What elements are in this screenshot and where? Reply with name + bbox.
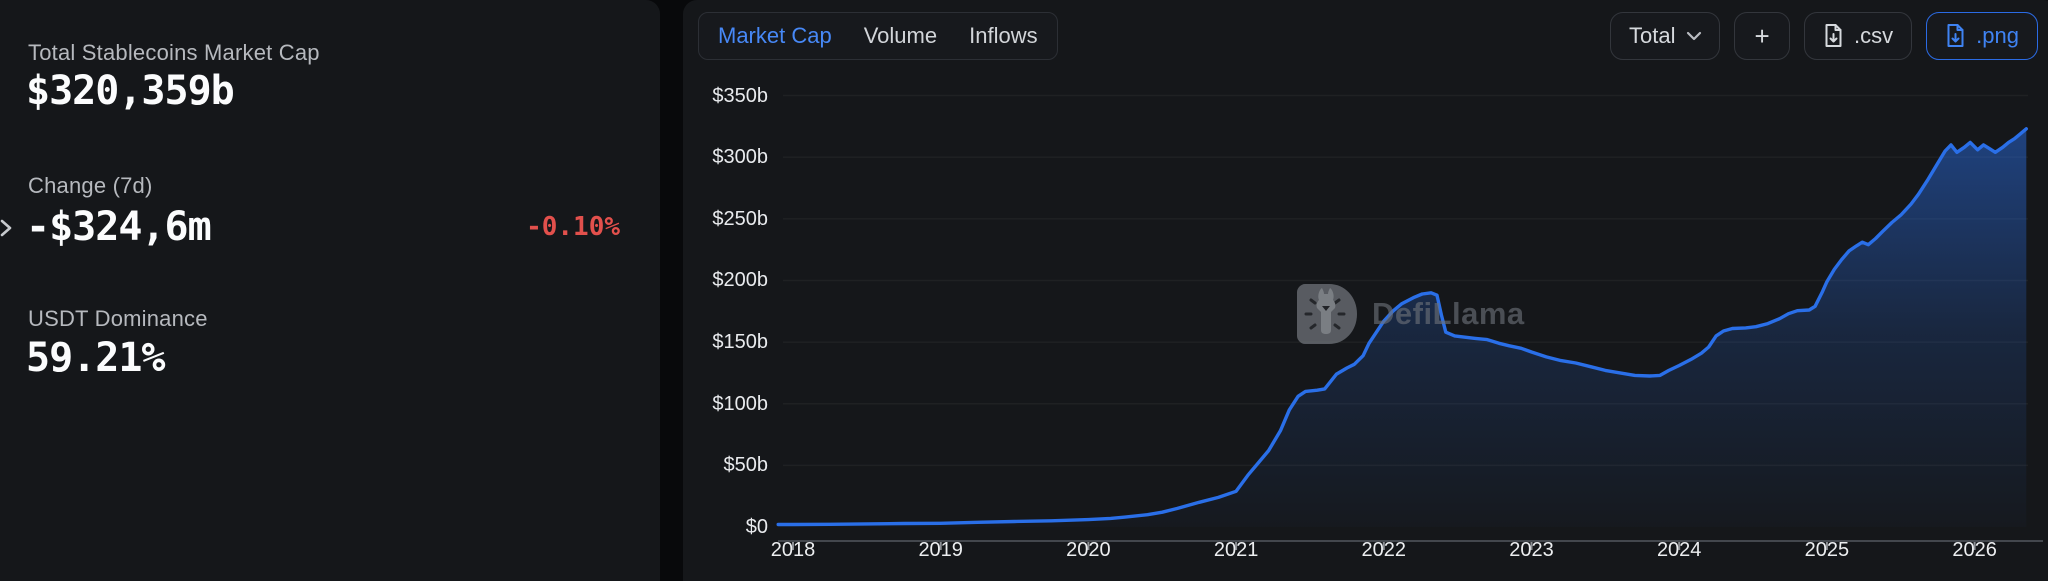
y-axis-label: $300b (712, 146, 768, 169)
defillama-watermark: DefiLlama (1295, 282, 1525, 346)
plus-icon: + (1754, 20, 1770, 51)
chart-controls: Total + .csv .png (1610, 12, 2038, 60)
chevron-right-icon[interactable] (0, 218, 16, 238)
market-cap-chart[interactable]: $0 $50b $100b $150b $200b $250b $300b $350b 2018… (683, 0, 2048, 581)
chart-tab-group: Market Cap Volume Inflows (698, 12, 1058, 60)
file-download-icon (1947, 24, 1964, 47)
usdt-dominance-label: USDT Dominance (28, 306, 208, 331)
chart-header: Market Cap Volume Inflows Total + .csv (698, 12, 2038, 60)
chevron-down-icon (1686, 31, 1701, 41)
change-7d-percent: -0.10% (526, 212, 620, 242)
y-axis-label: $150b (712, 331, 768, 354)
png-button-label: .png (1976, 23, 2019, 48)
x-axis-label: 2021 (1213, 539, 1259, 561)
x-axis-label: 2022 (1361, 539, 1407, 561)
y-axis-label: $350b (712, 84, 768, 107)
file-download-icon (1825, 24, 1842, 47)
y-axis-label: $0 (745, 516, 768, 538)
x-axis-label: 2025 (1804, 539, 1850, 561)
x-axis-label: 2018 (770, 539, 816, 561)
x-axis-label: 2024 (1656, 539, 1702, 561)
area-chart-canvas (776, 94, 2043, 550)
stats-panel: Total Stablecoins Market Cap $320,359b C… (0, 0, 660, 581)
tab-market-cap[interactable]: Market Cap (718, 23, 832, 48)
download-csv-button[interactable]: .csv (1804, 12, 1913, 60)
csv-button-label: .csv (1854, 23, 1894, 48)
usdt-dominance-value: 59.21% (26, 335, 165, 381)
y-axis-label: $50b (723, 454, 769, 477)
x-axis-label: 2020 (1066, 539, 1111, 561)
x-axis-label: 2026 (1952, 539, 1997, 561)
y-axis-label: $100b (712, 392, 768, 415)
tab-inflows[interactable]: Inflows (969, 23, 1038, 48)
add-chart-button[interactable]: + (1734, 12, 1791, 60)
total-marketcap-value: $320,359b (26, 68, 235, 114)
x-axis-label: 2023 (1509, 539, 1554, 561)
change-7d-value: -$324,6m (26, 204, 212, 250)
tab-volume[interactable]: Volume (863, 23, 938, 48)
total-marketcap-label: Total Stablecoins Market Cap (28, 40, 320, 65)
total-dropdown[interactable]: Total (1610, 12, 1721, 60)
defillama-watermark-text: DefiLlama (1372, 296, 1525, 331)
x-axis-label: 2019 (918, 539, 963, 561)
defillama-llama-icon (1297, 284, 1357, 344)
y-axis-label: $250b (712, 207, 768, 230)
y-axis-label: $200b (712, 269, 768, 292)
total-dropdown-label: Total (1629, 23, 1676, 48)
chart-panel: $0 $50b $100b $150b $200b $250b $300b $350b 2018… (683, 0, 2048, 581)
change-7d-label: Change (7d) (28, 173, 153, 198)
download-png-button[interactable]: .png (1926, 12, 2038, 60)
